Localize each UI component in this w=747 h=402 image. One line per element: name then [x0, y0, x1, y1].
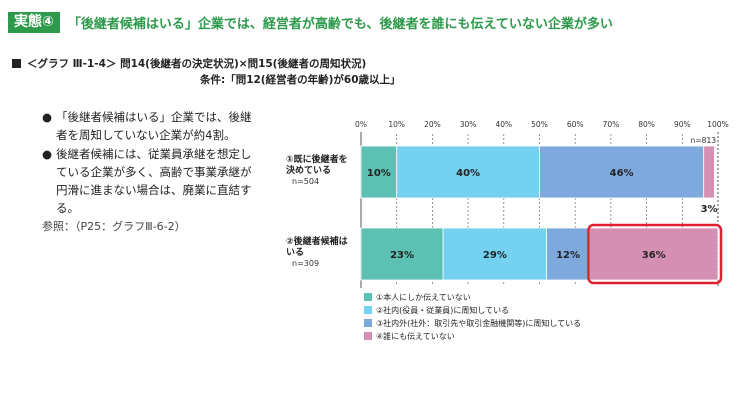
- note-text: 「後継者候補はいる」企業では、後継者を周知していない企業が約4割。: [56, 110, 252, 142]
- x-tick-label: 100%: [707, 120, 728, 129]
- graph-title-text: ＜グラフ Ⅲ-1-4＞ 問14(後継者の決定状況)×問15(後継者の周知状況): [27, 58, 367, 70]
- category-label: ②後継者候補は: [286, 235, 348, 247]
- data-label: 40%: [456, 168, 480, 179]
- legend-label: ①本人にしか伝えていない: [376, 292, 471, 302]
- x-tick-label: 80%: [638, 120, 655, 129]
- x-tick-label: 90%: [674, 120, 691, 129]
- notes-block: ● 「後継者候補はいる」企業では、後継者を周知していない企業が約4割。 ● 後継…: [42, 108, 256, 236]
- square-bullet-icon: [12, 59, 21, 68]
- legend-label: ②社内(役員・従業員)に周知している: [376, 305, 509, 315]
- data-label: 10%: [367, 168, 391, 179]
- page-headline: 「後継者候補はいる」企業では、経営者が高齢でも、後継者を誰にも伝えていない企業が…: [67, 17, 613, 32]
- graph-condition: 条件:「問12(経営者の年齢)が60歳以上」: [200, 74, 401, 86]
- x-tick-label: 60%: [567, 120, 584, 129]
- legend-swatch: [364, 306, 372, 314]
- x-tick-label: 0%: [355, 120, 367, 129]
- bullet-dot-icon: ●: [42, 147, 53, 161]
- finding-badge: 実態④: [8, 12, 60, 33]
- legend-label: ④誰にも伝えていない: [376, 331, 455, 341]
- bar-segment: [539, 145, 705, 199]
- legend-swatch: [364, 319, 372, 327]
- legend-swatch: [364, 332, 372, 340]
- bar-segment: [360, 227, 444, 281]
- note-text: 後継者候補には、従業員承継を想定している企業が多く、高齢で事業承継が円滑に進まな…: [56, 147, 252, 215]
- x-tick-label: 20%: [424, 120, 441, 129]
- highlight-box: [587, 223, 723, 285]
- x-tick-label: 40%: [495, 120, 512, 129]
- reference-note: 参照：（P25：グラフⅢ-6-2）: [42, 220, 186, 233]
- note-item: ● 後継者候補には、従業員承継を想定している企業が多く、高齢で事業承継が円滑に進…: [42, 145, 256, 217]
- x-tick-label: 10%: [388, 120, 405, 129]
- note-item: ● 「後継者候補はいる」企業では、後継者を周知していない企業が約4割。: [42, 108, 256, 144]
- legend-swatch: [364, 293, 372, 301]
- data-label: 12%: [556, 250, 580, 261]
- data-label: 29%: [483, 250, 507, 261]
- bar-segment: [703, 145, 715, 199]
- bar-segment: [589, 227, 719, 281]
- bullet-dot-icon: ●: [42, 110, 53, 124]
- category-label: ①既に後継者を: [286, 153, 348, 165]
- bar-segment: [546, 227, 590, 281]
- category-n-label: n=309: [292, 259, 319, 268]
- category-label: 決めている: [286, 164, 331, 176]
- data-label: 3%: [701, 204, 718, 215]
- page-header: 実態④ 「後継者候補はいる」企業では、経営者が高齢でも、後継者を誰にも伝えていな…: [8, 12, 613, 33]
- legend-label: ③社内外(社外：取引先や取引金融機関等)に周知している: [376, 318, 581, 328]
- bar-segment: [442, 227, 548, 281]
- data-label: 36%: [642, 250, 666, 261]
- data-label: 46%: [610, 168, 634, 179]
- graph-title: ＜グラフ Ⅲ-1-4＞ 問14(後継者の決定状況)×問15(後継者の周知状況): [12, 56, 366, 71]
- category-n-label: n=504: [292, 177, 319, 186]
- x-tick-label: 50%: [531, 120, 548, 129]
- total-n-label: n=813: [691, 136, 717, 145]
- x-tick-label: 70%: [603, 120, 620, 129]
- data-label: 23%: [390, 250, 414, 261]
- x-tick-label: 30%: [460, 120, 477, 129]
- category-label: いる: [286, 247, 304, 258]
- bar-segment: [396, 145, 540, 199]
